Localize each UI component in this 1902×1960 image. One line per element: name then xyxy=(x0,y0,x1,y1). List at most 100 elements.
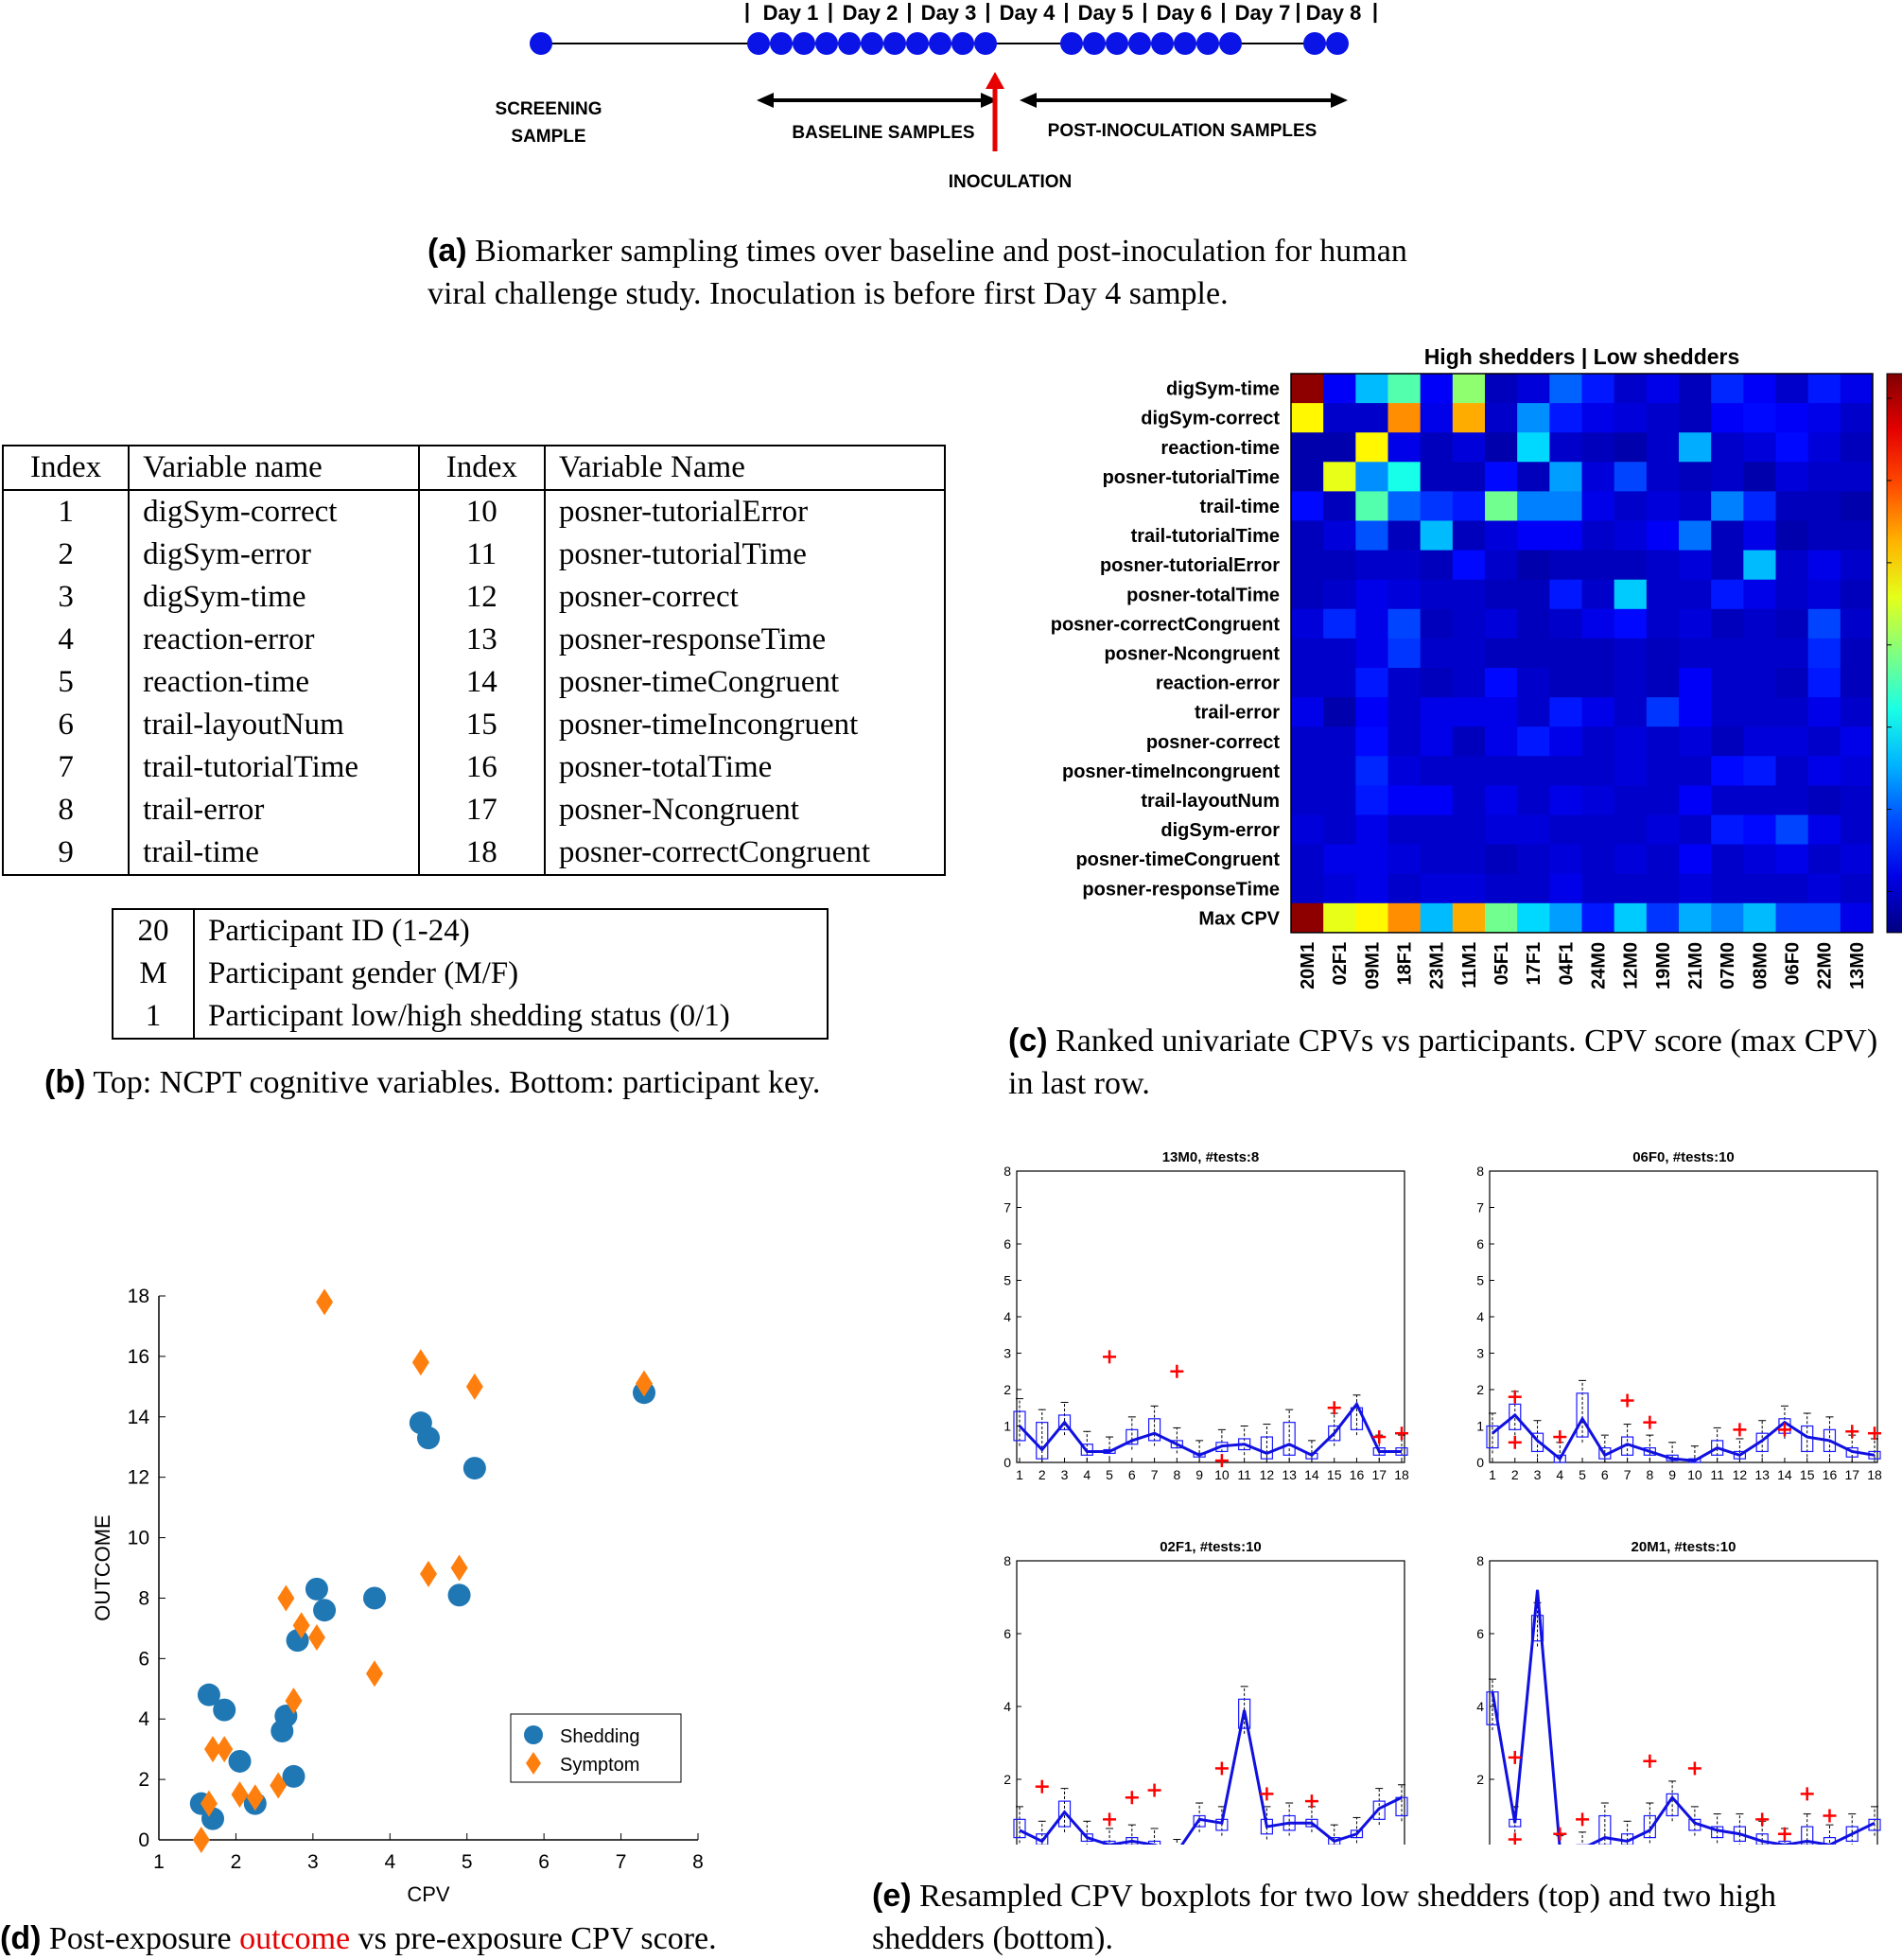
variable-name-cell: trail-error xyxy=(129,789,420,831)
heatmap-cell xyxy=(1679,550,1712,581)
y-tick-label: 4 xyxy=(1476,1699,1484,1714)
heatmap-cell xyxy=(1291,550,1324,581)
sample-dot xyxy=(929,32,951,55)
heatmap-cell xyxy=(1807,902,1841,934)
heatmap-cell xyxy=(1485,814,1518,846)
heatmap-cell xyxy=(1355,579,1388,610)
heatmap-cell xyxy=(1581,608,1615,639)
y-tick-label: 16 xyxy=(128,1346,149,1368)
y-tick-label: 6 xyxy=(1476,1626,1484,1641)
box xyxy=(1013,1410,1026,1442)
heatmap-cell xyxy=(1743,403,1776,433)
heatmap-cell xyxy=(1291,785,1324,815)
heatmap-cell xyxy=(1549,550,1582,581)
heatmap-cell xyxy=(1355,520,1388,551)
heatmap-cell xyxy=(1614,403,1648,433)
symptom-point xyxy=(636,1370,653,1397)
heatmap-column-label: 02F1 xyxy=(1330,942,1351,986)
variable-name-cell: reaction-error xyxy=(129,619,420,661)
heatmap-row-label: posner-responseTime xyxy=(1082,879,1280,900)
heatmap-row-label: reaction-error xyxy=(1156,674,1280,694)
heatmap-cell xyxy=(1840,785,1874,815)
heatmap-cell xyxy=(1581,403,1615,433)
baseline-label: BASELINE SAMPLES xyxy=(792,123,974,143)
heatmap-cell xyxy=(1485,403,1518,433)
variables-table: Index Variable name Index Variable Name … xyxy=(2,445,946,876)
heatmap-cell xyxy=(1549,902,1582,934)
heatmap-cell xyxy=(1517,697,1550,727)
caption-d-highlight: outcome xyxy=(239,1921,351,1956)
subplot-title: 06F0, #tests:10 xyxy=(1632,1149,1735,1165)
variable-name-cell: digSym-correct xyxy=(129,490,420,534)
heatmap-cell xyxy=(1323,726,1356,757)
heatmap-cell xyxy=(1387,726,1422,757)
heatmap-cell xyxy=(1291,579,1324,610)
heatmap-cell xyxy=(1485,726,1518,757)
heatmap-cell xyxy=(1679,432,1712,463)
table-row: 8 trail-error 17 posner-Ncongruent xyxy=(3,789,945,831)
day-separator: | xyxy=(906,0,912,23)
x-tick-label: 14 xyxy=(1304,1467,1319,1482)
heatmap-frame xyxy=(1290,373,1874,934)
heatmap-cell xyxy=(1420,668,1454,698)
table-row: 1 digSym-correct 10 posner-tutorialError xyxy=(3,490,945,534)
day-label-4: Day 4 xyxy=(1000,1,1056,25)
y-tick-label: 2 xyxy=(1476,1382,1484,1397)
sample-dot xyxy=(530,32,552,55)
heatmap-cell xyxy=(1775,462,1809,492)
heatmap-cell xyxy=(1807,873,1841,904)
heatmap-cell xyxy=(1420,462,1454,492)
x-tick-label: 12 xyxy=(1733,1467,1748,1482)
sample-dot xyxy=(1219,32,1242,55)
heatmap-cell xyxy=(1517,608,1550,639)
y-tick-label: 3 xyxy=(1003,1346,1011,1361)
heatmap-row-label: posner-Ncongruent xyxy=(1104,643,1280,664)
heatmap-cell xyxy=(1711,520,1744,551)
heatmap-column-label: 19M0 xyxy=(1653,942,1674,989)
heatmap-row-label: posner-tutorialTime xyxy=(1103,467,1280,488)
heatmap-cell xyxy=(1614,902,1648,934)
heatmap-cell xyxy=(1646,668,1680,698)
caption-b-text: Top: NCPT cognitive variables. Bottom: p… xyxy=(93,1065,821,1100)
heatmap-row-label: digSym-error xyxy=(1160,820,1280,841)
variable-name-cell: posner-correctCongruent xyxy=(558,835,871,869)
heatmap-cell xyxy=(1646,432,1680,463)
subplot-frame xyxy=(1016,1560,1405,1853)
caption-a-tag: (a) xyxy=(428,233,467,269)
heatmap-cell xyxy=(1679,462,1712,492)
table-row: 7 trail-tutorialTime 16 posner-totalTime xyxy=(3,746,945,789)
variable-name-cell: posner-timeIncongruent xyxy=(558,708,859,742)
variable-name-cell: posner-timeCongruent xyxy=(558,665,840,699)
day-separator: | xyxy=(744,0,750,23)
box xyxy=(1530,1615,1544,1642)
heatmap-cell xyxy=(1387,844,1422,875)
heatmap-cell xyxy=(1775,638,1809,669)
box xyxy=(1125,1428,1139,1445)
heatmap-cell xyxy=(1614,668,1648,698)
heatmap-cell xyxy=(1291,697,1324,727)
timeline-diagram: Day 1 | Day 2 | Day 3 | Day 4 | Day 5 | Day 6 | Day … xyxy=(496,0,1379,192)
boxplot-subplot-4: 20M1, #tests:100246812345678910111213141… xyxy=(1476,1539,1882,1872)
heatmap-cell xyxy=(1291,726,1324,757)
x-tick-label: 13 xyxy=(1754,1467,1770,1482)
variable-name-cell: posner-totalTime xyxy=(558,750,773,784)
heatmap-cell xyxy=(1581,697,1615,727)
heatmap-cell xyxy=(1355,902,1388,934)
heatmap-cell xyxy=(1549,756,1582,786)
heatmap-cell xyxy=(1840,697,1874,727)
x-tick-label: 6 xyxy=(1601,1467,1609,1482)
sample-dot xyxy=(793,32,815,55)
heatmap-cell xyxy=(1679,844,1712,875)
heatmap-row-label: posner-tutorialError xyxy=(1100,555,1280,576)
heatmap-cell xyxy=(1323,638,1356,669)
box xyxy=(1057,1800,1072,1828)
heatmap-cell xyxy=(1711,550,1744,581)
heatmap-row-label: digSym-correct xyxy=(1141,409,1280,429)
heatmap-cell xyxy=(1743,462,1776,492)
heatmap-cell xyxy=(1646,550,1680,581)
subplot-title: 02F1, #tests:10 xyxy=(1160,1539,1262,1555)
heatmap-column-label: 05F1 xyxy=(1492,942,1512,986)
heatmap-cell xyxy=(1614,844,1648,875)
